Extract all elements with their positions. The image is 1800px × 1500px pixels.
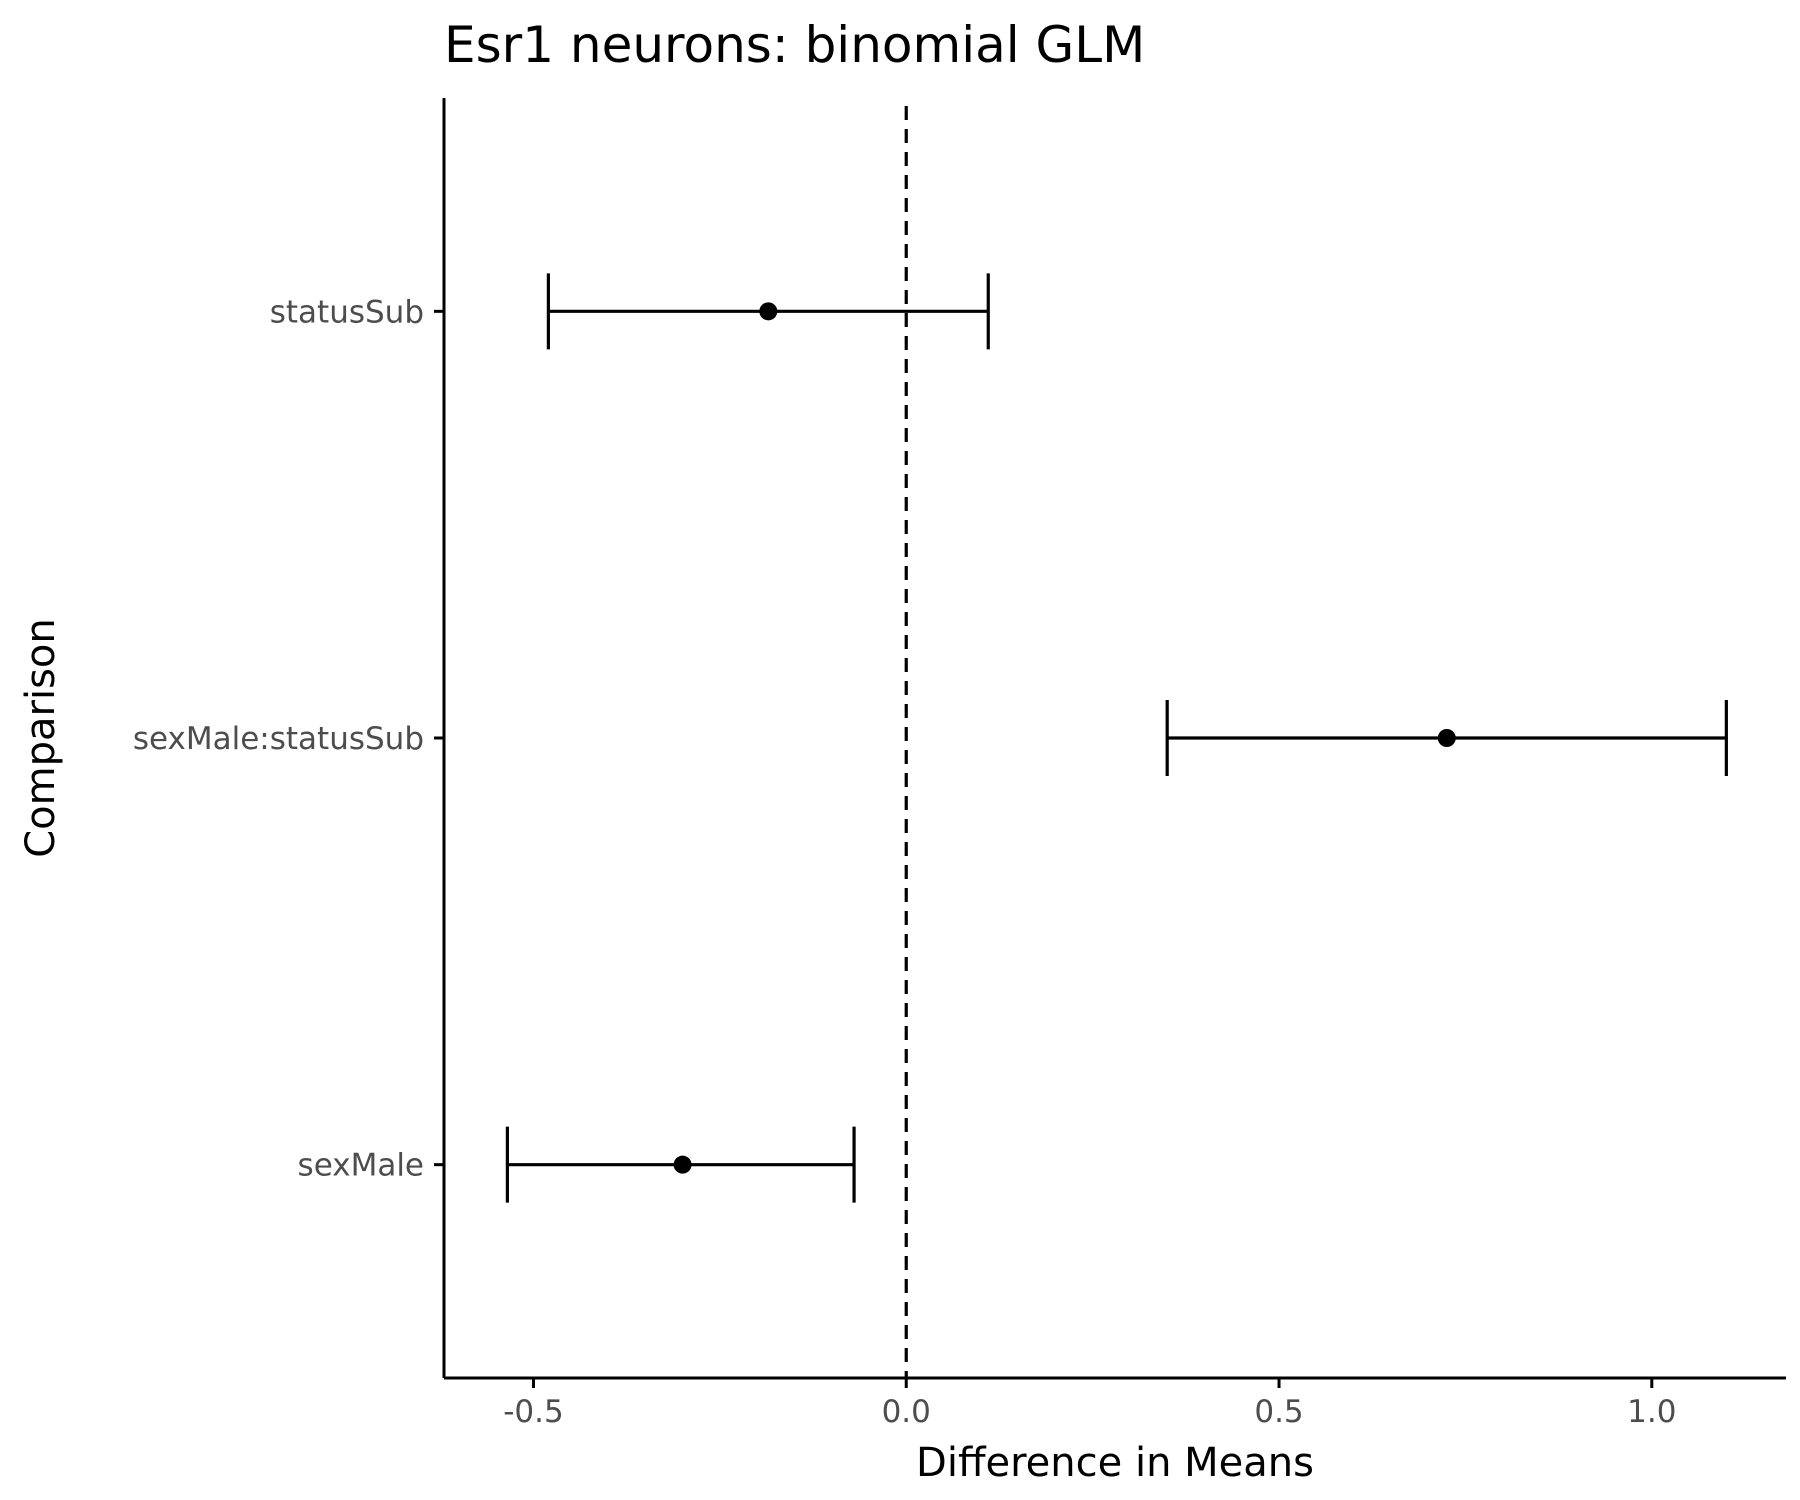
y-axis-ticks: statusSub sexMale:statusSub sexMale <box>133 294 444 1184</box>
y-tick-label: statusSub <box>270 294 424 330</box>
x-tick-label: 1.0 <box>1627 1394 1676 1430</box>
y-tick-label: sexMale <box>298 1148 424 1184</box>
y-tick-label: sexMale:statusSub <box>133 721 424 757</box>
x-tick-label: -0.5 <box>503 1394 564 1430</box>
x-axis-ticks: -0.5 0.0 0.5 1.0 <box>503 1378 1676 1430</box>
estimate-point <box>673 1155 692 1174</box>
estimate-point <box>759 302 778 321</box>
x-axis-title: Difference in Means <box>916 1440 1314 1486</box>
estimate-point <box>1437 729 1456 747</box>
estimates-series <box>505 273 1728 1203</box>
chart-title: Esr1 neurons: binomial GLM <box>444 16 1145 74</box>
x-tick-label: 0.5 <box>1254 1394 1303 1430</box>
y-axis-title: Comparison <box>18 618 64 858</box>
x-tick-label: 0.0 <box>882 1394 931 1430</box>
